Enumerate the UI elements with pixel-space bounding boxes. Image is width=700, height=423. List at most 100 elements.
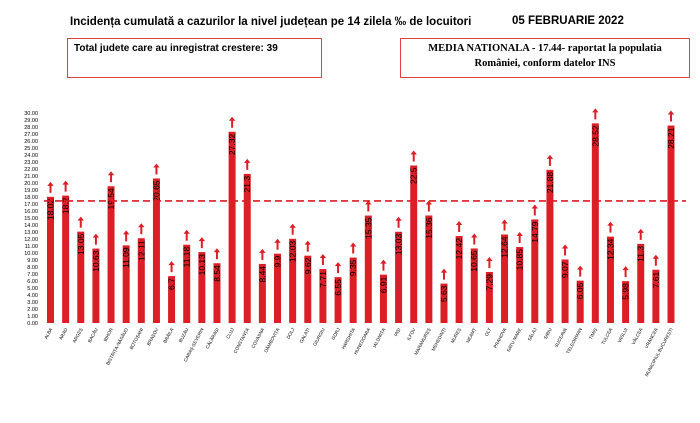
bar [258, 263, 266, 323]
x-tick-label: MUREȘ [450, 327, 462, 344]
x-tick-label: HUNEDOARA [353, 326, 372, 355]
x-tick-label: HARGHITA [341, 326, 357, 350]
bar [470, 248, 478, 323]
increase-arrow-icon [516, 232, 523, 244]
increase-arrow-icon [637, 228, 644, 240]
increase-arrow-icon [289, 223, 296, 235]
bar [485, 271, 493, 323]
bar [652, 269, 660, 323]
data-label: 13.05 [76, 233, 86, 255]
data-label: 10.13 [197, 254, 207, 276]
increase-arrow-icon [274, 238, 281, 250]
x-tick-label: BRAȘOV [146, 326, 160, 346]
x-tick-label: COVASNA [250, 326, 265, 349]
bar [289, 238, 297, 323]
data-label: 6.05 [575, 282, 585, 299]
x-tick-label: SATU MARE [506, 327, 523, 353]
increase-arrow-icon [561, 244, 569, 256]
y-tick-label: 17.00 [24, 202, 38, 208]
bar [77, 231, 85, 323]
bar [561, 259, 569, 323]
increase-arrow-icon [107, 171, 115, 183]
increase-arrow-icon [410, 150, 417, 162]
data-label: 10.63 [91, 250, 101, 272]
y-tick-label: 8.00 [27, 265, 38, 271]
data-label: 14.79 [530, 221, 540, 243]
data-label: 5.63 [439, 285, 449, 302]
increase-arrow-icon [138, 223, 145, 235]
bar [546, 169, 554, 323]
x-tick-label: ALBA [43, 326, 53, 340]
increase-arrow-icon [531, 204, 538, 216]
data-label: 11.18 [182, 246, 192, 267]
x-tick-label: GIURGIU [312, 327, 326, 347]
x-tick-label: VASLUI [617, 327, 629, 343]
bar [152, 178, 160, 323]
increase-arrow-icon [122, 230, 130, 242]
x-tick-label: BUZĂU [177, 327, 190, 344]
increase-arrow-icon [667, 110, 675, 122]
data-label: 6.7 [167, 278, 177, 290]
data-label: 10.65 [469, 250, 479, 272]
increase-arrow-icon [153, 163, 160, 175]
x-tick-label: ARGEȘ [72, 327, 84, 344]
data-label: 20.65 [151, 180, 161, 202]
data-label: 7.61 [651, 271, 661, 288]
data-label: 15.35 [363, 217, 373, 239]
national-average-line1: MEDIA NATIONALA - 17.44- raportat la pop… [428, 43, 662, 54]
bar [501, 234, 509, 323]
x-tick-label: SIBIU [543, 327, 553, 340]
increase-arrow-icon [440, 268, 448, 280]
y-tick-label: 16.00 [24, 209, 38, 215]
bar [228, 131, 236, 323]
bar [440, 283, 448, 323]
increase-arrow-icon [259, 248, 266, 260]
data-label: 5.98 [621, 283, 631, 300]
data-label: 12.11 [136, 240, 146, 261]
data-label: 21.88 [545, 172, 555, 194]
bar [455, 236, 463, 323]
data-label: 7.71 [318, 271, 328, 288]
x-tick-label: ILFOV [406, 326, 417, 341]
increase-arrow-icon [183, 229, 190, 241]
increase-arrow-icon [47, 181, 54, 193]
increase-info-box: Total judete care au inregistrat crester… [67, 38, 322, 78]
bar [516, 247, 524, 323]
increase-arrow-icon [77, 216, 84, 228]
bar [606, 236, 614, 323]
x-tick-label: OLT [484, 327, 493, 337]
increase-arrow-icon [244, 158, 251, 170]
y-tick-label: 13.00 [24, 230, 38, 236]
y-tick-label: 19.00 [24, 188, 38, 194]
y-tick-label: 26.00 [24, 139, 38, 145]
x-tick-label: GALAȚI [299, 327, 311, 344]
bar [637, 243, 645, 323]
bar [198, 252, 206, 323]
bar [531, 219, 539, 323]
bar [213, 263, 221, 323]
bar [319, 269, 327, 323]
x-tick-label: BACĂU [86, 327, 99, 344]
data-label: 6.91 [378, 276, 388, 293]
increase-arrow-icon [652, 254, 660, 266]
bar [137, 238, 145, 323]
x-tick-label: DOLJ [286, 327, 296, 340]
y-tick-label: 1.00 [27, 314, 38, 320]
y-tick-label: 25.00 [24, 146, 38, 152]
increase-arrow-icon [228, 116, 236, 128]
increase-arrow-icon [592, 108, 599, 120]
bar [168, 276, 176, 323]
y-tick-label: 15.00 [24, 216, 38, 222]
y-tick-label: 10.00 [24, 251, 38, 257]
increase-arrow-icon [213, 248, 221, 260]
x-tick-label: BIHOR [103, 327, 115, 343]
increase-arrow-icon [471, 233, 478, 245]
increase-arrow-icon [607, 221, 614, 233]
y-tick-label: 18.00 [24, 195, 38, 201]
national-average-box: MEDIA NATIONALA - 17.44- raportat la pop… [400, 38, 690, 78]
y-tick-label: 28.00 [24, 125, 38, 131]
y-tick-label: 3.00 [27, 300, 38, 306]
y-tick-label: 2.00 [27, 307, 38, 313]
bar [92, 248, 100, 323]
